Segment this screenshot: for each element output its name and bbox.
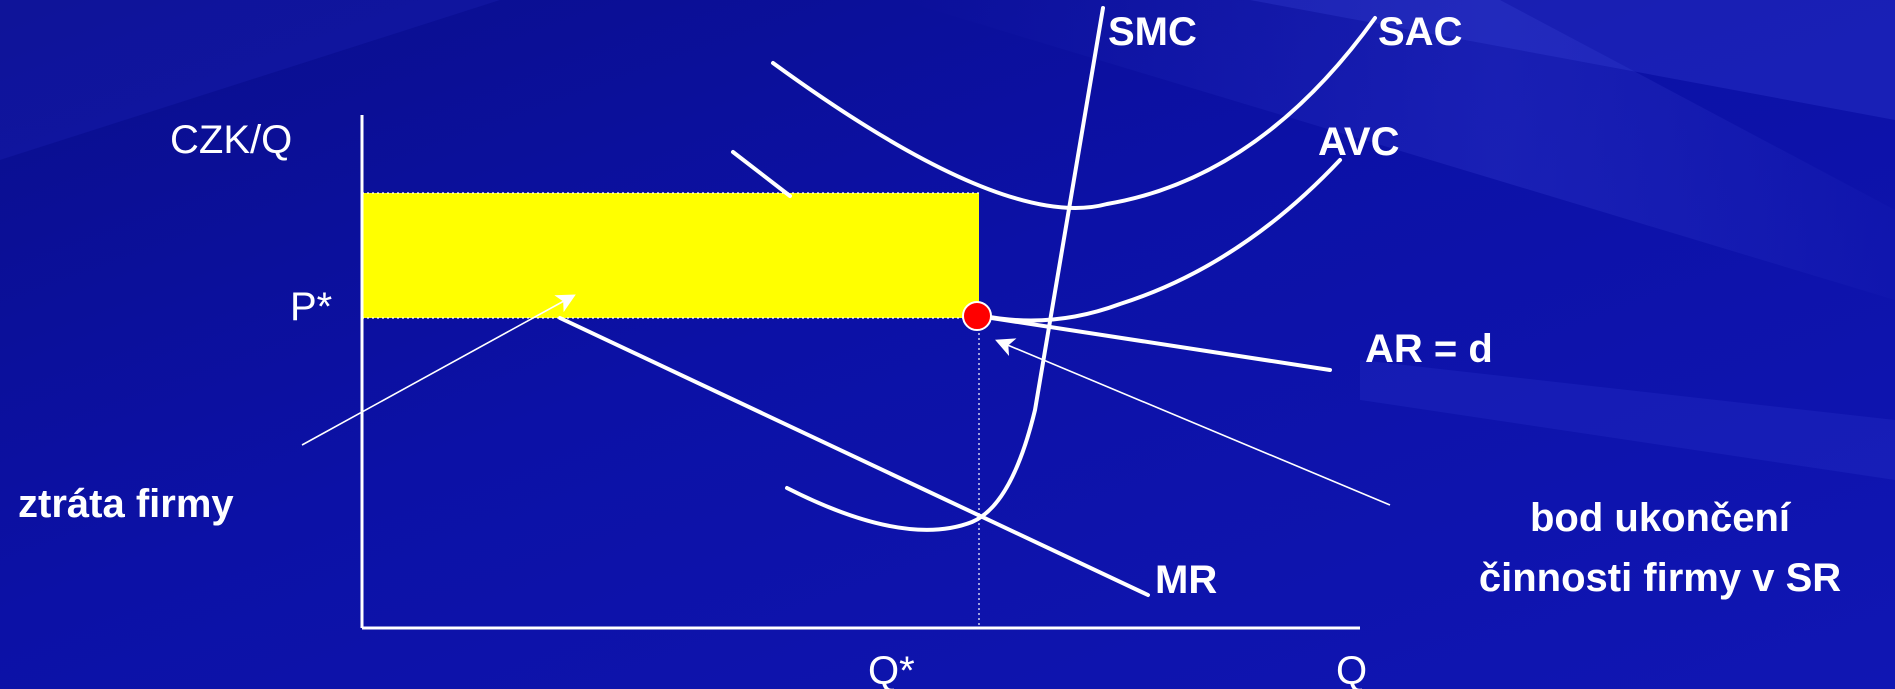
- loss-label: ztráta firmy: [18, 482, 234, 526]
- background-streak: [0, 0, 500, 160]
- quantity-label: Q*: [868, 649, 915, 689]
- loss-arrow: [301, 294, 576, 446]
- avc-label: AVC: [1318, 120, 1399, 164]
- sac-curve: [771, 16, 1377, 210]
- smc-curve: [785, 6, 1105, 532]
- price-label: P*: [290, 285, 332, 329]
- shutdown-label-line2: činnosti firmy v SR: [1479, 556, 1841, 600]
- ar-line: [983, 315, 1332, 372]
- mr-curve: [558, 316, 1150, 597]
- shutdown-label-line1: bod ukončení: [1530, 496, 1792, 540]
- avc-curve: [977, 158, 1342, 323]
- mr-curve: [731, 150, 792, 198]
- shutdown-arrow: [995, 338, 1391, 506]
- ar-label: AR = d: [1365, 327, 1493, 371]
- background-streak: [900, 0, 1895, 300]
- x-axis-label: Q: [1336, 649, 1367, 689]
- y-axis-label: CZK/Q: [170, 118, 292, 162]
- smc-label: SMC: [1108, 10, 1197, 54]
- mr-label: MR: [1155, 558, 1217, 602]
- background-streak: [1360, 360, 1895, 480]
- loss-area: [362, 193, 979, 318]
- shutdown-point: [962, 301, 992, 331]
- sac-label: SAC: [1378, 10, 1462, 54]
- background-streak: [1250, 0, 1895, 120]
